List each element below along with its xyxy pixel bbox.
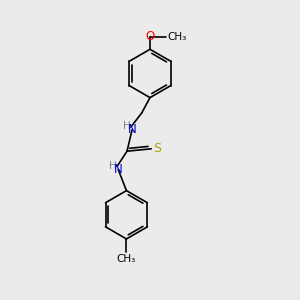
Text: N: N [114,163,123,176]
Text: CH₃: CH₃ [117,254,136,264]
Text: O: O [146,30,154,44]
Text: S: S [153,142,161,155]
Text: N: N [128,124,136,136]
Text: H: H [109,161,117,171]
Text: CH₃: CH₃ [168,32,187,42]
Text: H: H [123,122,131,131]
